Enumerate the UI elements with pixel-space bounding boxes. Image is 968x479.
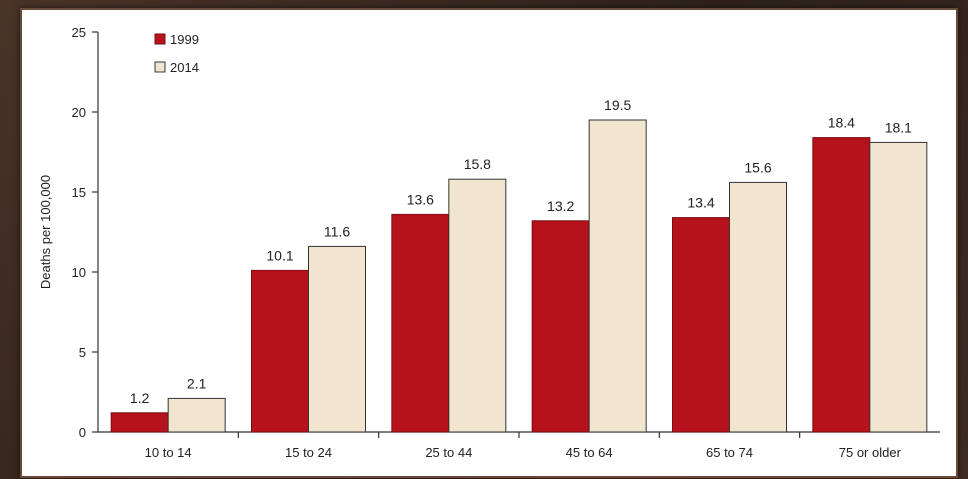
legend-swatch-1999 bbox=[154, 33, 166, 45]
x-tick-label: 45 to 64 bbox=[566, 445, 613, 460]
bar-2014-25-to-44 bbox=[448, 178, 507, 433]
bar-2014-45-to-64 bbox=[588, 119, 647, 433]
bar-2014-65-to-74 bbox=[729, 181, 787, 433]
data-label: 15.8 bbox=[464, 156, 491, 172]
bar-1999-65-to-74 bbox=[672, 217, 730, 433]
x-tick-label: 15 to 24 bbox=[285, 445, 332, 460]
x-tick-label: 10 to 14 bbox=[145, 445, 192, 460]
legend-label-2014: 2014 bbox=[170, 60, 199, 75]
legend-label-1999: 1999 bbox=[170, 32, 199, 47]
bar-2014-15-to-24 bbox=[308, 245, 366, 433]
x-tick-label: 25 to 44 bbox=[425, 445, 472, 460]
data-label: 19.5 bbox=[604, 97, 631, 113]
bar-2014-75-or-older bbox=[869, 141, 928, 433]
bar-1999-75-or-older bbox=[812, 137, 871, 433]
x-tick-label: 65 to 74 bbox=[706, 445, 753, 460]
legend-swatch-2014 bbox=[154, 61, 166, 73]
legend: 1999 2014 bbox=[154, 32, 199, 75]
y-tick-label: 25 bbox=[72, 25, 86, 40]
y-tick-label: 5 bbox=[79, 345, 86, 360]
bar-1999-25-to-44 bbox=[391, 213, 450, 433]
y-tick-label: 20 bbox=[72, 105, 86, 120]
bar-1999-10-to-14 bbox=[110, 412, 169, 433]
data-label: 13.4 bbox=[687, 195, 714, 211]
data-label: 15.6 bbox=[744, 159, 771, 175]
data-label: 2.1 bbox=[187, 375, 207, 391]
bar-2014-10-to-14 bbox=[167, 397, 226, 433]
data-label: 10.1 bbox=[266, 247, 293, 263]
y-axis-label: Deaths per 100,000 bbox=[38, 175, 53, 289]
data-label: 13.2 bbox=[547, 198, 574, 214]
y-tick-label: 15 bbox=[72, 185, 86, 200]
data-label: 13.6 bbox=[407, 191, 434, 207]
bars: 1.2 2.1 10.1 11.6 13.6 15.8 13.2 19.5 13.4 15.6 18… bbox=[110, 97, 928, 433]
x-tick-label: 75 or older bbox=[839, 445, 902, 460]
bar-1999-15-to-24 bbox=[251, 269, 309, 433]
data-label: 18.1 bbox=[885, 119, 912, 135]
axes: 0 5 10 15 20 25 10 to 14 15 to 24 25 to 44 45 to … bbox=[72, 25, 940, 460]
data-label: 11.6 bbox=[324, 223, 350, 239]
bar-1999-45-to-64 bbox=[531, 220, 590, 433]
y-tick-label: 0 bbox=[79, 425, 86, 440]
y-tick-label: 10 bbox=[72, 265, 86, 280]
data-label: 1.2 bbox=[130, 390, 150, 406]
data-label: 18.4 bbox=[828, 115, 855, 131]
